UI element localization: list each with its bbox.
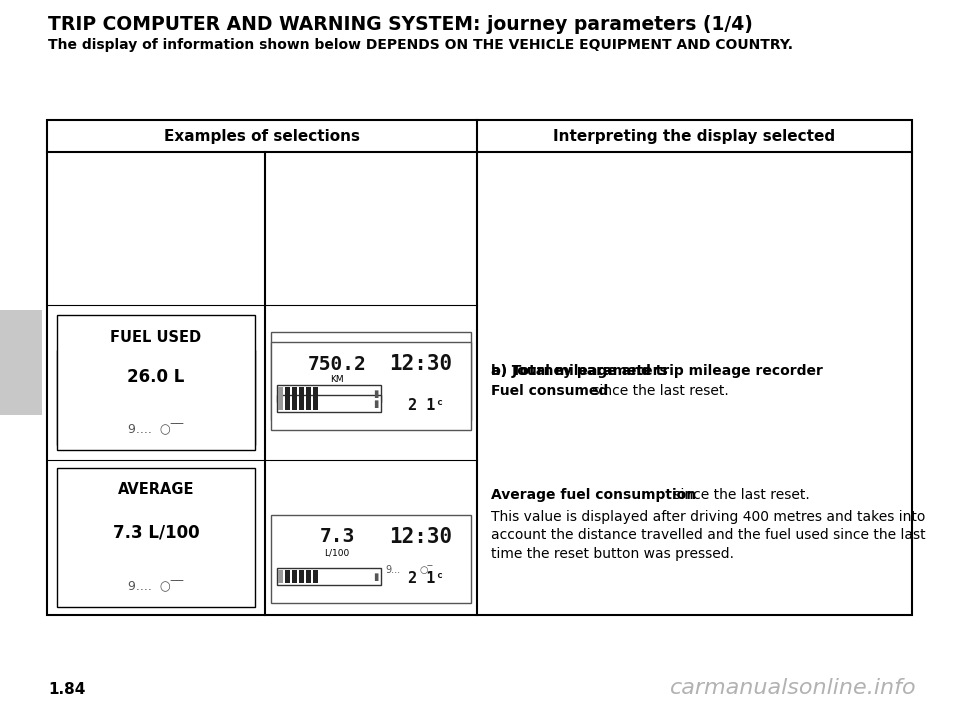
Text: KM: KM xyxy=(330,366,344,374)
Text: 9....  ○‾‾: 9.... ○‾‾ xyxy=(129,581,183,594)
Text: TRIP COMPUTER AND WARNING SYSTEM: journey parameters (1/4): TRIP COMPUTER AND WARNING SYSTEM: journe… xyxy=(48,15,753,34)
Bar xyxy=(285,387,290,400)
Bar xyxy=(277,395,381,413)
Text: This value is displayed after driving 400 metres and takes into
account the dist: This value is displayed after driving 40… xyxy=(491,510,925,561)
Text: 9...: 9... xyxy=(385,564,400,574)
Text: 7080 KM: 7080 KM xyxy=(119,402,193,417)
Bar xyxy=(277,385,381,403)
Text: Fuel consumed: Fuel consumed xyxy=(491,384,609,398)
Bar xyxy=(299,397,304,410)
Text: 37360 KM: 37360 KM xyxy=(113,378,199,393)
Text: 2 1ᶜ: 2 1ᶜ xyxy=(408,388,444,403)
Bar xyxy=(299,570,304,584)
Text: L/100: L/100 xyxy=(324,548,349,557)
Text: 37360: 37360 xyxy=(307,344,367,364)
Text: 12:30: 12:30 xyxy=(390,344,452,364)
Bar xyxy=(271,515,471,603)
Bar xyxy=(278,397,283,410)
Text: b) Journey parameters: b) Journey parameters xyxy=(491,364,668,378)
Bar xyxy=(57,315,255,450)
Text: since the last reset.: since the last reset. xyxy=(588,384,729,398)
Text: 7.3 L/100: 7.3 L/100 xyxy=(112,523,200,542)
Bar xyxy=(292,397,297,410)
Text: 12:30: 12:30 xyxy=(390,527,452,547)
Bar xyxy=(306,397,311,410)
Text: a) Total mileage and trip mileage recorder: a) Total mileage and trip mileage record… xyxy=(491,364,823,378)
Text: Interpreting the display selected: Interpreting the display selected xyxy=(553,129,835,143)
Bar xyxy=(0,310,42,415)
Bar xyxy=(313,397,318,410)
Text: KM: KM xyxy=(330,376,344,384)
Bar xyxy=(277,568,381,586)
Text: since the last reset.: since the last reset. xyxy=(669,488,809,502)
Bar xyxy=(299,387,304,400)
Bar xyxy=(47,120,912,615)
Bar xyxy=(271,332,471,420)
Bar xyxy=(313,387,318,400)
Text: 7.3: 7.3 xyxy=(320,528,354,547)
Bar xyxy=(271,342,471,430)
Text: FUEL USED: FUEL USED xyxy=(110,329,202,344)
Bar xyxy=(292,570,297,584)
Text: ○‾: ○‾ xyxy=(420,564,433,574)
Text: 1.84: 1.84 xyxy=(48,682,85,697)
Text: 2 1ᶜ: 2 1ᶜ xyxy=(408,571,444,586)
Text: 9....  ○‾‾: 9.... ○‾‾ xyxy=(129,423,183,437)
Bar xyxy=(278,570,283,584)
Bar xyxy=(306,570,311,584)
Bar xyxy=(57,468,255,607)
Bar xyxy=(285,397,290,410)
Text: 750.2: 750.2 xyxy=(307,354,367,373)
Text: ▮: ▮ xyxy=(373,388,378,398)
Text: ▮: ▮ xyxy=(373,398,378,408)
Bar xyxy=(57,350,255,445)
Text: ▮: ▮ xyxy=(373,572,378,581)
Text: 26.0 L: 26.0 L xyxy=(128,368,184,386)
Bar xyxy=(292,387,297,400)
Text: AVERAGE: AVERAGE xyxy=(118,483,194,498)
Bar xyxy=(285,570,290,584)
Bar xyxy=(306,387,311,400)
Text: Examples of selections: Examples of selections xyxy=(164,129,360,143)
Text: 2 1ᶜ: 2 1ᶜ xyxy=(408,398,444,413)
Text: 12:30: 12:30 xyxy=(390,354,452,374)
Text: Average fuel consumption: Average fuel consumption xyxy=(491,488,696,502)
Text: The display of information shown below DEPENDS ON THE VEHICLE EQUIPMENT AND COUN: The display of information shown below D… xyxy=(48,38,793,52)
Text: carmanualsonline.info: carmanualsonline.info xyxy=(670,678,917,698)
Bar xyxy=(313,570,318,584)
Bar xyxy=(278,387,283,400)
